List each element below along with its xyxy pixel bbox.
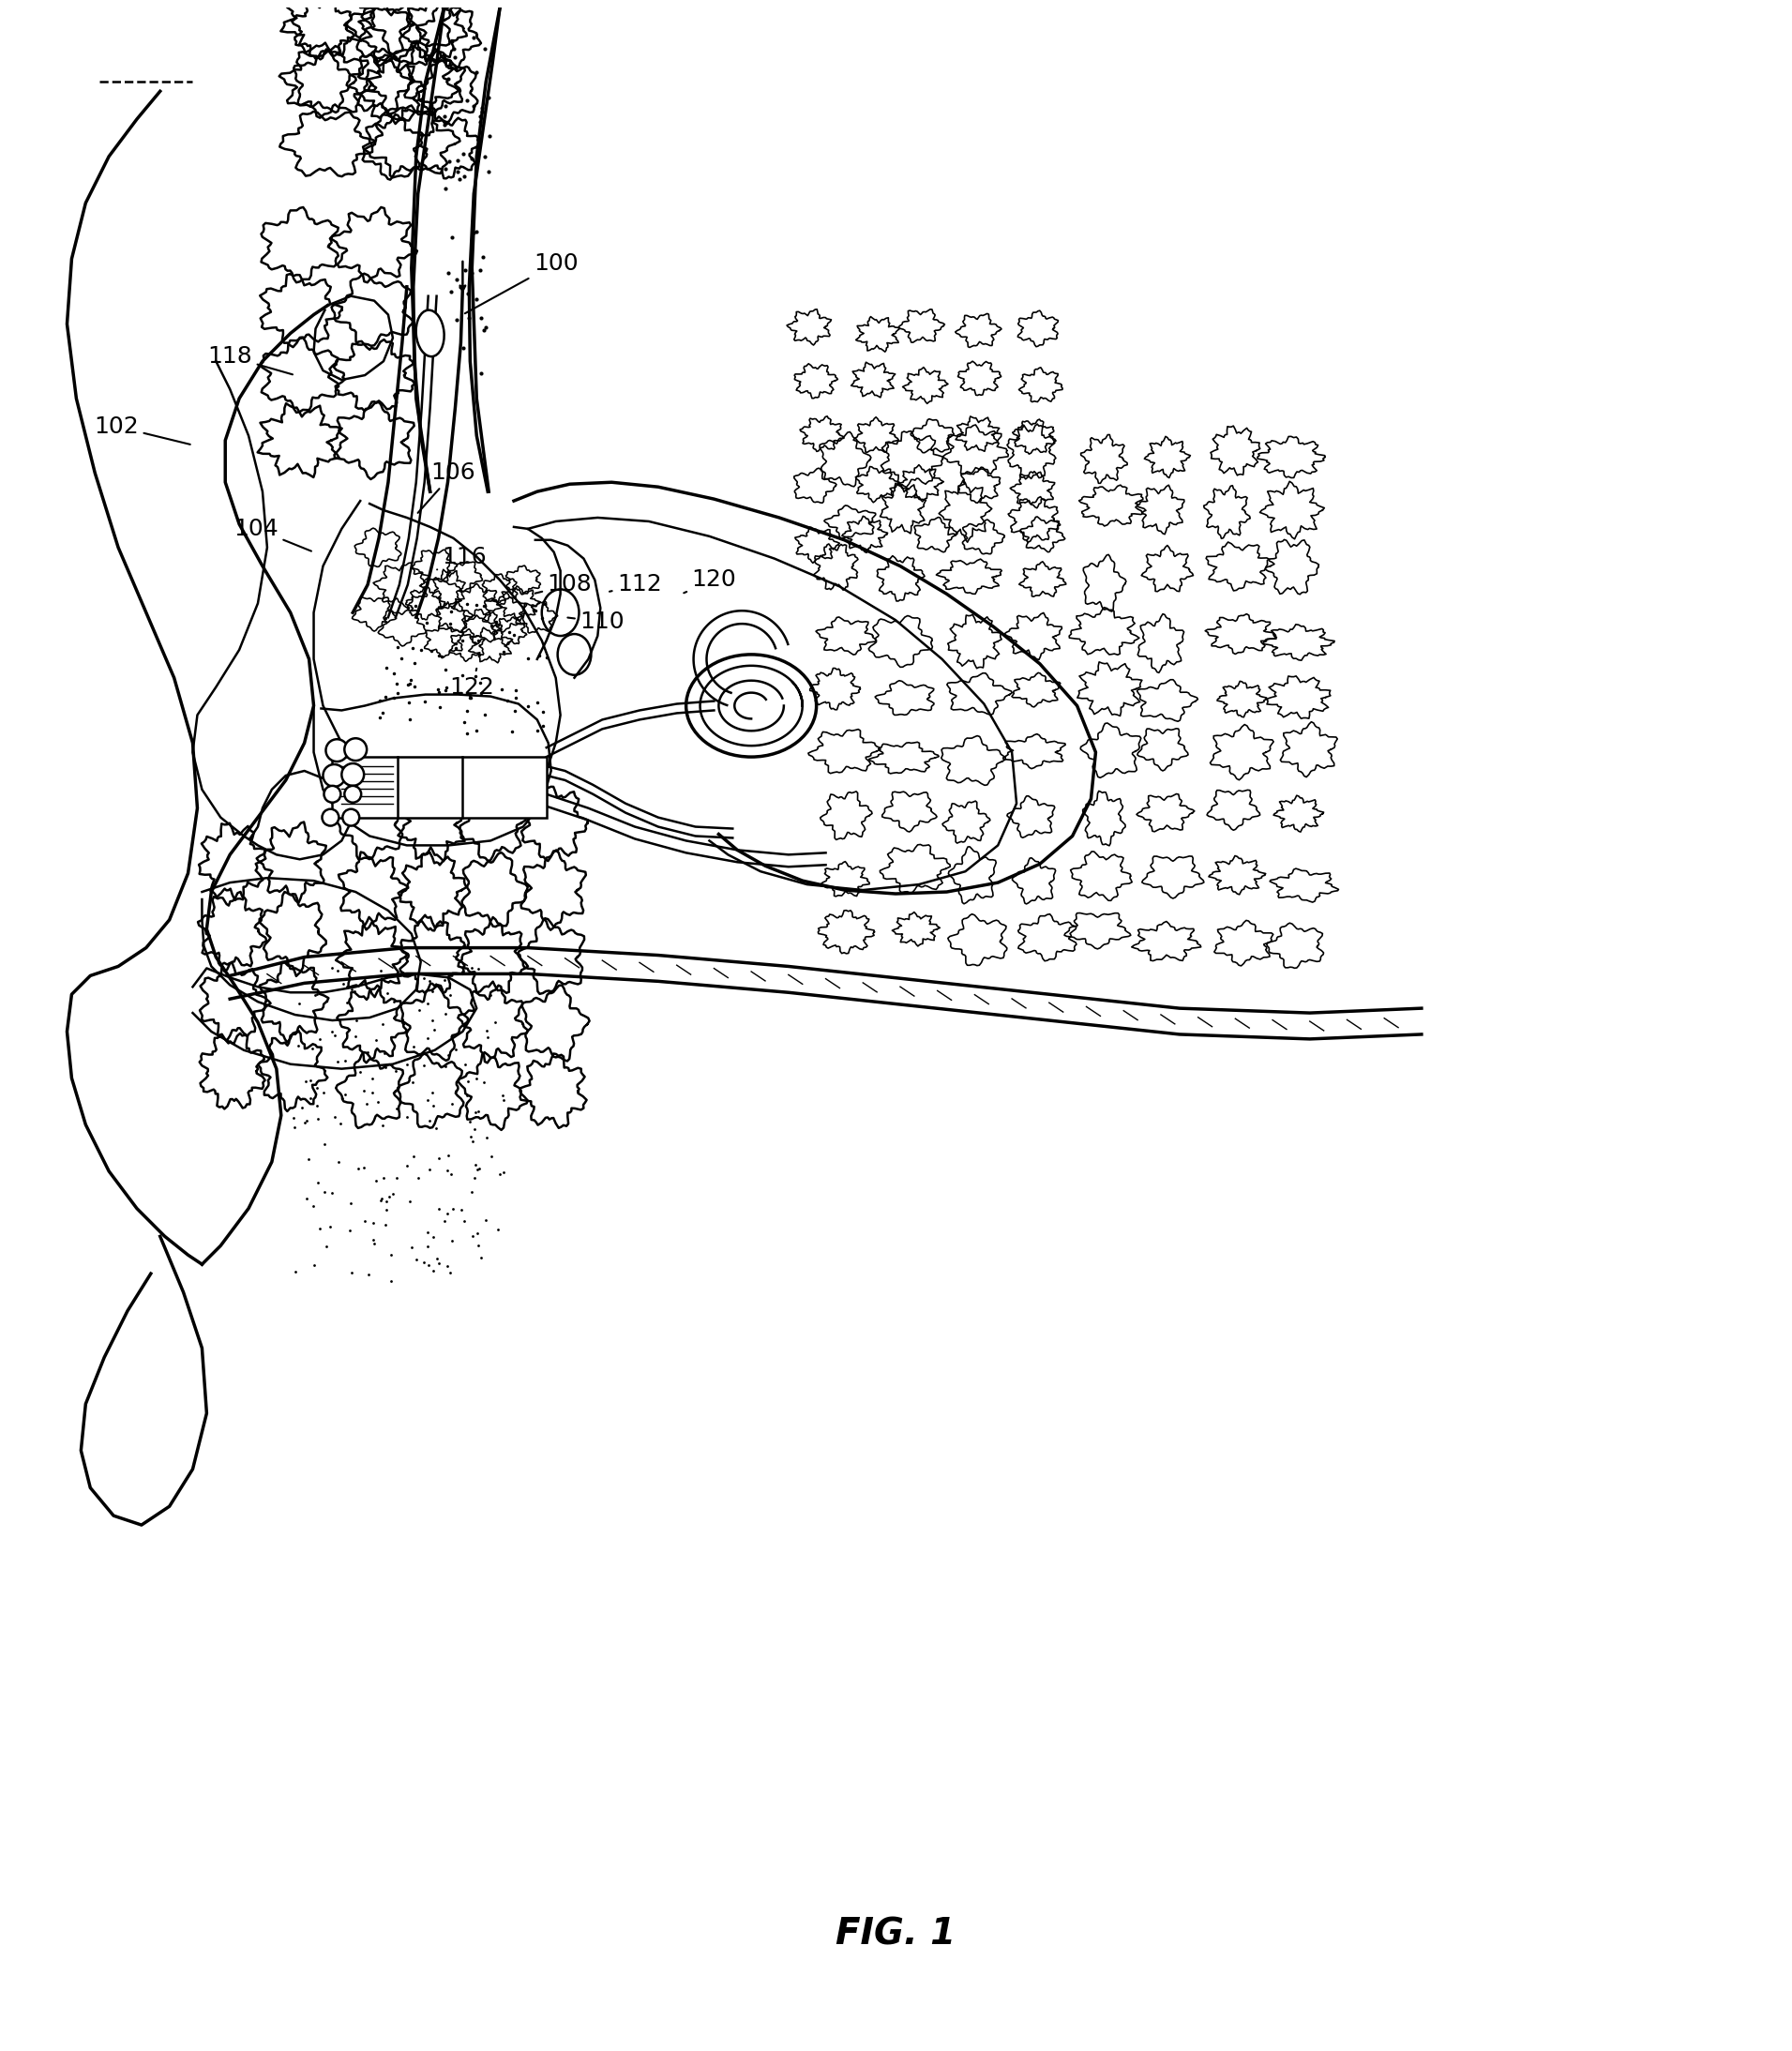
Text: 106: 106	[418, 461, 475, 513]
Text: 110: 110	[568, 611, 625, 634]
Circle shape	[324, 786, 340, 802]
Ellipse shape	[686, 654, 817, 757]
Circle shape	[344, 738, 367, 761]
Circle shape	[323, 808, 339, 827]
Text: 120: 120	[685, 568, 737, 593]
Ellipse shape	[541, 589, 579, 636]
Text: 104: 104	[233, 517, 312, 552]
Text: FIG. 1: FIG. 1	[835, 1918, 955, 1953]
Circle shape	[326, 738, 348, 761]
Text: 122: 122	[450, 669, 495, 697]
Text: 108: 108	[536, 574, 591, 597]
Ellipse shape	[557, 634, 591, 675]
Circle shape	[344, 786, 362, 802]
Circle shape	[342, 808, 360, 827]
Text: 116: 116	[437, 546, 487, 570]
Text: 100: 100	[464, 252, 579, 314]
Ellipse shape	[416, 310, 444, 357]
Text: 102: 102	[93, 414, 190, 445]
Circle shape	[323, 765, 346, 788]
Bar	[332, 757, 547, 818]
Circle shape	[342, 763, 364, 786]
Text: 118: 118	[208, 345, 292, 375]
Text: 112: 112	[609, 574, 661, 597]
